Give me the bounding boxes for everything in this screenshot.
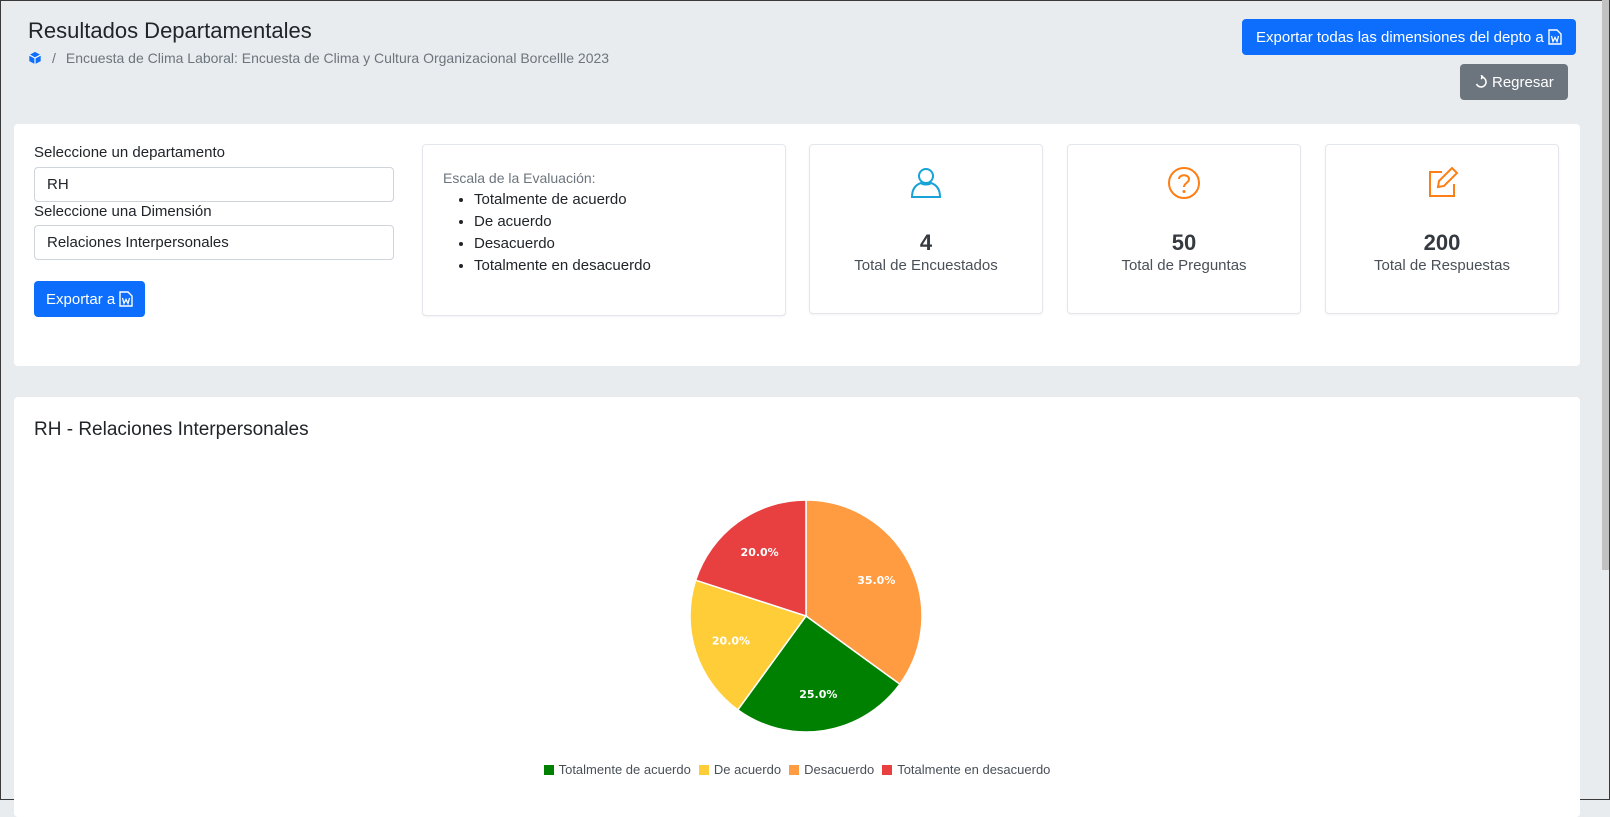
chart-title: RH - Relaciones Interpersonales [34, 419, 309, 440]
legend-label: De acuerdo [713, 762, 782, 777]
filters-card: Seleccione un departamento RH Seleccione… [14, 124, 1580, 366]
word-file-icon [119, 291, 133, 307]
evaluation-scale-card: Escala de la Evaluación: Totalmente de a… [422, 144, 786, 316]
chart-legend: Totalmente de acuerdo De acuerdo Desacuerd… [14, 762, 1580, 777]
dimension-select[interactable]: Relaciones Interpersonales [34, 225, 394, 260]
department-label: Seleccione un departamento [34, 144, 225, 161]
legend-swatch [882, 764, 893, 775]
breadcrumb-current: Encuesta de Clima Laboral: Encuesta de C… [65, 50, 610, 66]
export-label: Exportar a [46, 290, 116, 308]
word-file-icon [1547, 29, 1562, 45]
department-value: RH [47, 176, 69, 193]
pie-data-label: 35.0% [857, 574, 895, 587]
breadcrumb-separator: / [52, 50, 56, 66]
legend-swatch [698, 764, 709, 775]
questions-count: 50 [1171, 230, 1197, 255]
back-label: Regresar [1492, 73, 1554, 91]
pie-slice-totalmente-en-desacuerdo[interactable] [694, 499, 807, 618]
responses-label: Total de Respuestas [1374, 257, 1510, 274]
pie-slice-totalmente-de-acuerdo[interactable] [736, 614, 901, 733]
scale-item: Desacuerdo [474, 233, 651, 255]
page-title: Resultados Departamentales [28, 18, 312, 43]
cube-icon[interactable] [28, 51, 42, 65]
legend-label: Totalmente en desacuerdo [897, 762, 1051, 777]
pie-chart: 35.0% 25.0% 20.0% 20.0% [689, 499, 923, 733]
export-all-dimensions-button[interactable]: Exportar todas las dimensiones del depto… [1242, 19, 1576, 55]
stat-card-responses: 200 Total de Respuestas [1325, 144, 1559, 314]
refresh-icon [1475, 75, 1487, 88]
scale-list: Totalmente de acuerdo De acuerdo Desacue… [443, 189, 651, 277]
dimension-label: Seleccione una Dimensión [34, 203, 212, 220]
legend-label: Totalmente de acuerdo [558, 762, 691, 777]
pie-slice-desacuerdo[interactable] [805, 499, 923, 686]
legend-item[interactable]: Totalmente de acuerdo [543, 762, 691, 777]
legend-swatch [789, 764, 800, 775]
dimension-value: Relaciones Interpersonales [47, 234, 229, 251]
vertical-scrollbar[interactable] [1602, 0, 1609, 570]
export-all-label: Exportar todas las dimensiones del depto… [1256, 28, 1544, 46]
stat-card-questions: 50 Total de Preguntas [1067, 144, 1301, 314]
chart-card: RH - Relaciones Interpersonales 35.0% 25.… [14, 397, 1580, 817]
pie-data-label: 20.0% [712, 634, 750, 647]
question-circle-icon [1168, 167, 1200, 199]
breadcrumb: / Encuesta de Clima Laboral: Encuesta de… [28, 50, 609, 66]
pie-data-label: 20.0% [741, 546, 779, 559]
department-select[interactable]: RH [34, 167, 394, 202]
respondents-label: Total de Encuestados [854, 257, 998, 274]
legend-item[interactable]: Totalmente en desacuerdo [882, 762, 1050, 777]
legend-item[interactable]: De acuerdo [698, 762, 782, 777]
questions-label: Total de Preguntas [1121, 257, 1247, 274]
scale-item: Totalmente de acuerdo [474, 189, 651, 211]
legend-swatch [543, 764, 554, 775]
responses-count: 200 [1423, 230, 1461, 255]
scale-title: Escala de la Evaluación: [443, 170, 596, 186]
respondents-count: 4 [919, 230, 933, 255]
pie-slice-de-acuerdo[interactable] [689, 579, 808, 711]
legend-item[interactable]: Desacuerdo [789, 762, 874, 777]
pie-data-label: 25.0% [799, 688, 837, 701]
edit-icon [1429, 166, 1459, 197]
legend-label: Desacuerdo [804, 762, 875, 777]
user-icon [910, 168, 942, 198]
back-button[interactable]: Regresar [1460, 64, 1568, 100]
scale-item: De acuerdo [474, 211, 651, 233]
stat-card-respondents: 4 Total de Encuestados [809, 144, 1043, 314]
export-button[interactable]: Exportar a [34, 281, 146, 317]
scale-item: Totalmente en desacuerdo [474, 255, 651, 277]
